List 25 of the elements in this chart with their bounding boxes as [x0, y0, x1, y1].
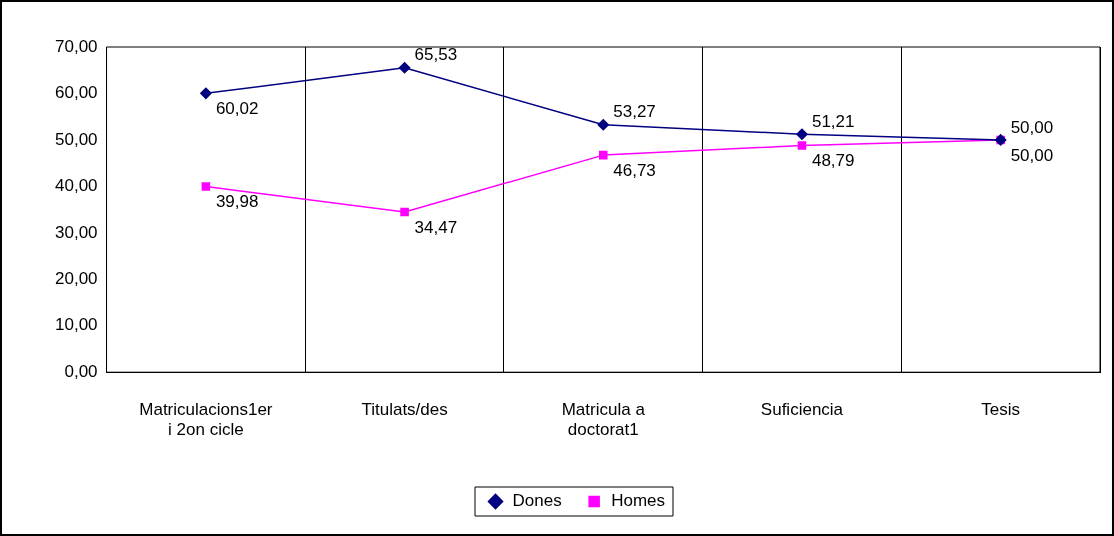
- x-tick-label: Tesis: [981, 400, 1021, 420]
- y-tick-label: 20,00: [54, 268, 98, 288]
- data-label: 50,00: [1010, 117, 1054, 137]
- y-tick-label: 30,00: [54, 222, 98, 242]
- legend-label: Dones: [512, 491, 562, 511]
- data-label: 48,79: [811, 151, 855, 171]
- y-tick-label: 70,00: [54, 36, 98, 56]
- data-label: 50,00: [1010, 145, 1054, 165]
- data-label: 65,53: [414, 45, 458, 65]
- data-label: 60,02: [215, 99, 259, 119]
- y-tick-label: 40,00: [54, 176, 98, 196]
- data-label: 53,27: [613, 102, 656, 122]
- data-label: 51,21: [811, 111, 855, 131]
- x-tick-label: Suficiencia: [760, 400, 844, 420]
- x-tick-label: Titulats/des: [361, 400, 448, 420]
- y-tick-label: 60,00: [54, 83, 98, 103]
- data-label: 46,73: [613, 160, 656, 180]
- data-label: 34,47: [414, 217, 458, 237]
- x-tick-label: Matricula a doctorat1: [561, 400, 646, 440]
- y-tick-label: 0,00: [64, 361, 98, 381]
- legend-label: Homes: [611, 491, 666, 511]
- x-tick-label: Matriculacions1er i 2on cicle: [139, 400, 273, 440]
- y-tick-label: 10,00: [54, 315, 98, 335]
- y-tick-label: 50,00: [54, 129, 98, 149]
- data-label: 39,98: [215, 192, 259, 212]
